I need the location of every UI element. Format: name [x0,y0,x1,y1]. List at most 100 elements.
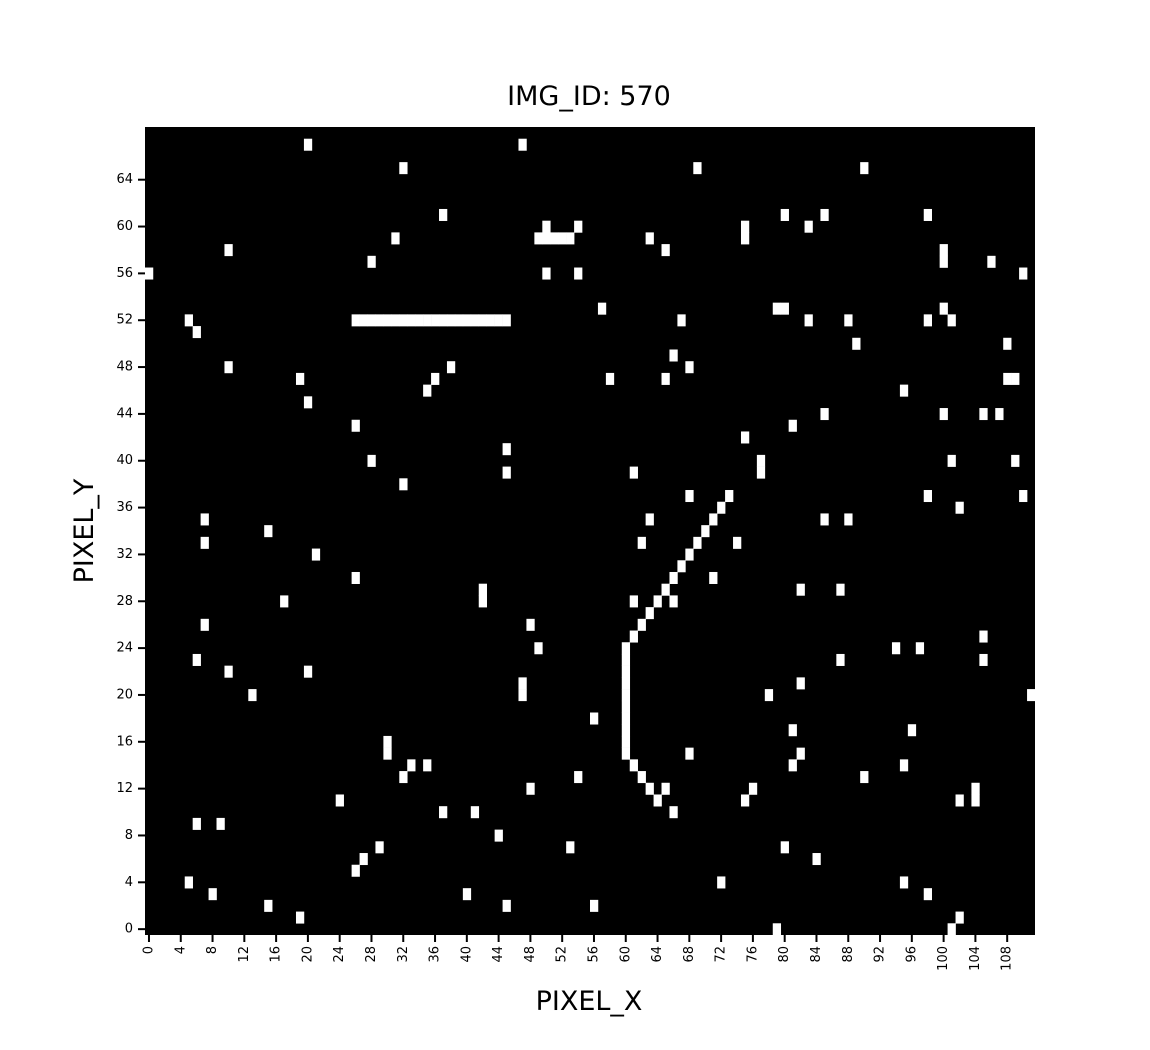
pixel-cell [502,443,511,456]
pixel-cell [740,232,750,245]
pixel-cell [423,314,432,327]
pixel-cell [661,583,670,596]
pixel-cell [1027,689,1036,702]
pixel-cell [518,138,527,151]
pixel-cell [192,817,201,830]
x-tick-label: 60 [618,946,633,963]
pixel-cell [772,302,782,315]
pixel-cell [947,314,956,327]
pixel-cell [661,244,670,257]
pixel-cell [733,536,742,549]
pixel-cell [677,314,686,327]
pixel-cell [891,642,901,655]
y-tick-label: 64 [116,172,133,187]
pixel-cell [216,817,225,830]
y-tick-label: 28 [116,594,133,609]
pixel-cell [145,267,154,280]
pixel-cell [574,267,583,280]
pixel-cell [621,653,631,666]
pixel-layer [145,138,1036,936]
pixel-cell [796,747,805,760]
pixel-cell [645,232,654,245]
pixel-cell [844,314,853,327]
y-tick-label: 16 [116,734,133,749]
pixel-cell [796,677,805,690]
pixel-cell [478,583,487,596]
pixel-cell [709,571,718,584]
pixel-cell [820,208,829,221]
pixel-cell [987,255,996,268]
pixel-cell [899,759,909,772]
pixel-cell [621,712,631,725]
pixel-cell [383,735,392,748]
pixel-cell [725,490,734,503]
x-tick-label: 24 [332,946,347,963]
x-tick-label: 88 [841,946,856,963]
pixel-cell [526,618,535,631]
pixel-cell [351,314,360,327]
y-tick-label: 0 [125,922,133,937]
pixel-cell [899,876,909,889]
pixel-cell [836,653,845,666]
pixel-cell [621,642,631,655]
pixel-cell [407,314,416,327]
pixel-cell [685,361,694,374]
pixel-cell [351,571,360,584]
pixel-cell [645,782,654,795]
pixel-cell [224,361,233,374]
pixel-cell [709,513,718,526]
y-tick-label: 52 [116,313,133,328]
pixel-cell [804,314,813,327]
pixel-cell [534,232,543,245]
pixel-cell [923,208,932,221]
pixel-cell [303,396,313,409]
pixel-cell [979,630,988,643]
pixel-cell [574,220,583,233]
x-tick-label: 52 [555,946,570,963]
pixel-cell [224,244,233,257]
pixel-cell [566,841,575,854]
pixel-cell [470,314,480,327]
pixel-cell [685,490,694,503]
pixel-cell [955,794,964,807]
pixel-cell [470,806,480,819]
y-tick-label: 44 [116,406,133,421]
pixel-cell [701,525,710,538]
pixel-cell [717,501,726,514]
pixel-cell [375,841,384,854]
pixel-cell [391,314,400,327]
x-tick-label: 56 [586,946,601,963]
pixel-cell [431,372,440,385]
x-tick-label: 72 [714,946,729,963]
x-tick-label: 68 [682,946,697,963]
pixel-cell [947,454,956,467]
pixel-cell [979,408,988,421]
pixel-cell [780,208,789,221]
pixel-cell [431,314,440,327]
pixel-cell [637,771,646,784]
x-tick-label: 84 [809,946,824,963]
pixel-cell [423,384,432,397]
chart-title: IMG_ID: 570 [507,81,671,112]
pixel-cell [303,665,313,678]
pixel-cell [550,232,559,245]
x-tick-label: 12 [237,946,252,963]
pixel-cell [1003,337,1012,350]
pixel-cell [311,548,321,561]
pixel-cell [200,513,209,526]
pixel-cell [907,724,917,737]
pixel-cell [979,653,988,666]
pixel-cell [812,853,821,866]
x-tick-label: 28 [364,946,379,963]
pixel-cell [383,314,392,327]
pixel-cell [462,314,472,327]
pixel-cell [486,314,495,327]
pixel-cell [518,689,527,702]
pixel-cell [740,794,750,807]
pixel-cell [502,899,511,912]
pixel-cell [423,759,432,772]
pixel-cell [939,302,948,315]
pixel-cell [836,583,845,596]
pixel-cell [788,759,797,772]
pixel-cell [359,853,368,866]
